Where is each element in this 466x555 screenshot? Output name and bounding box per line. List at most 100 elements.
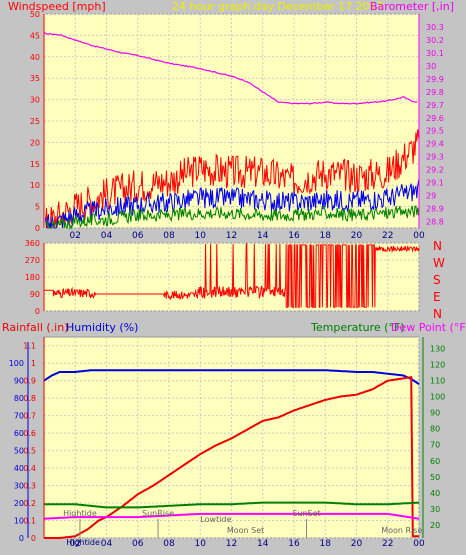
wind-tick-label: 0 [35, 224, 40, 233]
time-tick-label: 06 [132, 231, 144, 241]
humidity-tick-label: 10 [14, 517, 24, 526]
rain-tick-label: 0.5 [23, 447, 36, 456]
humidity-label: Humidity (%) [66, 321, 138, 334]
annotation-label: SunSet [292, 509, 320, 518]
direction-letter-n-top: N [433, 239, 442, 253]
wind-tick-label: 30 [30, 96, 40, 105]
barometer-label: Barometer [,in] [370, 0, 454, 13]
barometer-tick-label: 30.1 [426, 49, 444, 58]
time-tick-label: 00 [413, 539, 425, 549]
barometer-tick-label: 29.6 [426, 114, 444, 123]
time-tick-label: 10 [195, 539, 207, 549]
direction-tick-label: 270 [25, 256, 40, 265]
wind-tick-label: 20 [30, 138, 40, 147]
wind-tick-label: 35 [30, 74, 40, 83]
temperature-tick-label: 40 [430, 489, 440, 498]
wind-tick-label: 5 [35, 203, 40, 212]
humidity-tick-label: 20 [14, 499, 24, 508]
direction-tick-label: 360 [25, 239, 40, 248]
time-tick-label: 22 [382, 539, 393, 549]
wind-tick-label: 25 [30, 117, 40, 126]
barometer-tick-label: 29.8 [426, 88, 444, 97]
humidity-tick-label: 100 [9, 359, 24, 368]
barometer-tick-label: 30.2 [426, 36, 444, 45]
temperature-tick-label: 30 [430, 505, 440, 514]
temperature-tick-label: 110 [430, 376, 445, 385]
temperature-tick-label: 90 [430, 409, 440, 418]
time-tick-label: 12 [226, 231, 237, 241]
rain-tick-label: 0.4 [23, 464, 36, 473]
humidity-tick-label: 50 [14, 447, 24, 456]
time-tick-label: 10 [195, 231, 207, 241]
barometer-tick-label: 29.4 [426, 140, 444, 149]
rain-tick-label: 1.1 [23, 342, 36, 351]
humidity-tick-label: 40 [14, 464, 24, 473]
temperature-tick-label: 80 [430, 425, 440, 434]
barometer-tick-label: 29.2 [426, 166, 444, 175]
barometer-tick-label: 28.9 [426, 205, 444, 214]
temperature-tick-label: 100 [430, 392, 445, 401]
barometer-tick-label: 29.7 [426, 101, 444, 110]
time-tick-label: 12 [226, 539, 237, 549]
rain-tick-label: 0.1 [23, 517, 36, 526]
barometer-tick-label: 29.9 [426, 75, 444, 84]
time-tick-label: 02 [70, 231, 81, 241]
wind-tick-label: 15 [30, 160, 40, 169]
humidity-tick-label: 80 [14, 394, 24, 403]
humidity-tick-label: 70 [14, 412, 24, 421]
temperature-tick-label: 130 [430, 344, 445, 353]
direction-letter-s: S [433, 273, 441, 287]
time-tick-label: 14 [257, 539, 269, 549]
annotations-layer: Hightide SunRise Lowtide Moon Set SunSet Moon… [63, 509, 422, 547]
temperature-tick-label: 70 [430, 441, 440, 450]
temperature-tick-label: 50 [430, 473, 440, 482]
dewpoint-line [43, 512, 420, 520]
series-layer [43, 32, 420, 539]
humidity-tick-label: 60 [14, 429, 24, 438]
temperature-label: Temperature (°F) [310, 321, 405, 334]
rainfall-label: Rainfall (.in) [2, 321, 69, 334]
time-tick-label: 16 [288, 231, 300, 241]
wind-series-line [45, 129, 420, 229]
humidity-tick-label: 0 [19, 534, 24, 543]
time-tick-label: 06 [132, 539, 144, 549]
temperature-tick-label: 60 [430, 457, 440, 466]
time-tick-label: 20 [351, 539, 363, 549]
wind-tick-label: 45 [30, 31, 40, 40]
time-tick-label: 16 [288, 539, 300, 549]
annotation-label: Lowtide [200, 515, 231, 524]
time-tick-label: 04 [101, 539, 113, 549]
rain-tick-label: 0.9 [23, 377, 36, 386]
wind-series-line [45, 179, 420, 229]
humidity-tick-label: 30 [14, 482, 24, 491]
wind-tick-label: 10 [30, 181, 40, 190]
barometer-line [44, 32, 418, 105]
dewpoint-label: Dew Point (°F) [391, 321, 466, 334]
rain-tick-label: 0.6 [23, 429, 36, 438]
rain-tick-label: 0.3 [23, 482, 36, 491]
rain-tick-label: 1 [31, 359, 36, 368]
direction-letter-n-bottom: N [433, 307, 442, 321]
barometer-tick-label: 29.5 [426, 127, 444, 136]
annotation-label: SunRise [142, 509, 174, 518]
rain-tick-label: 0.2 [23, 499, 36, 508]
wind-series-line [45, 205, 420, 230]
rain-tick-label: 0 [31, 534, 36, 543]
wind-tick-label: 50 [30, 10, 40, 19]
wind-direction-line [44, 243, 420, 308]
barometer-tick-label: 29 [426, 192, 436, 201]
annotation-label: Hightide [66, 538, 100, 547]
direction-letter-e: E [433, 290, 441, 304]
humidity-line [43, 369, 420, 386]
time-tick-label: 22 [382, 231, 393, 241]
direction-tick-label: 90 [30, 290, 40, 299]
barometer-tick-label: 29.1 [426, 179, 444, 188]
barometer-tick-label: 30.3 [426, 23, 444, 32]
time-tick-label: 02 [70, 539, 81, 549]
direction-letter-w: W [433, 256, 445, 270]
time-tick-label: 14 [257, 231, 269, 241]
rain-tick-label: 0.8 [23, 394, 36, 403]
